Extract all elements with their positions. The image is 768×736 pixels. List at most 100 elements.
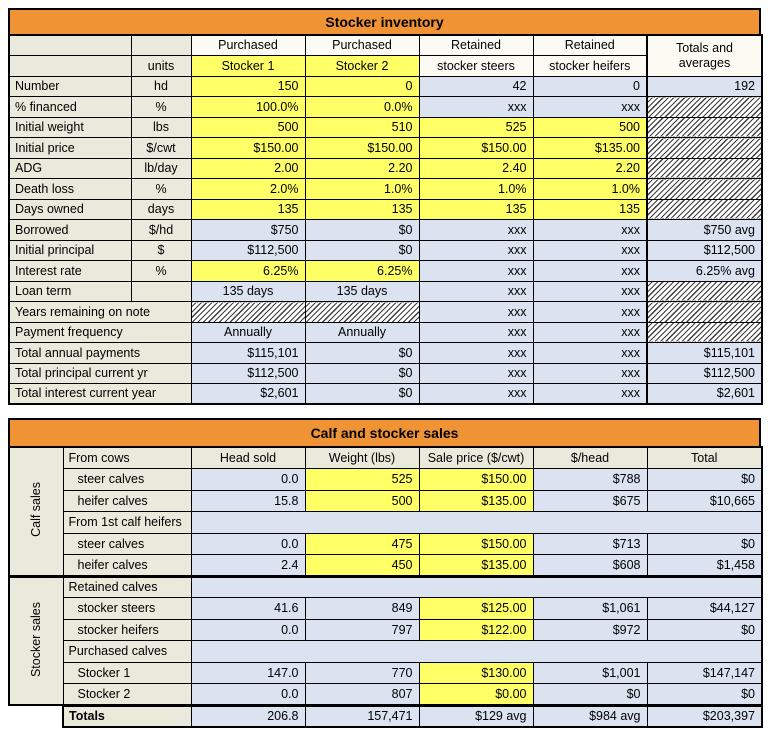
value-cell: xxx bbox=[532, 362, 648, 384]
value-cell: 15.8 bbox=[190, 489, 306, 512]
input-cell[interactable]: 135 bbox=[190, 198, 306, 220]
row-label: Purchased calves bbox=[62, 640, 192, 663]
corner-cell bbox=[8, 55, 132, 77]
input-cell[interactable]: 525 bbox=[304, 468, 420, 491]
col-group-header: Retained bbox=[418, 34, 534, 56]
value-cell: 192 bbox=[646, 75, 763, 97]
row-label: Initial price bbox=[8, 137, 132, 159]
input-cell[interactable]: 0.0% bbox=[304, 96, 420, 118]
table-row: Borrowed $/hd $750 $0 xxx xxx $750 avg bbox=[8, 219, 763, 241]
table-row: Calf sales From cows Head sold Weight (lbs)… bbox=[8, 446, 763, 577]
value-cell: 206.8 bbox=[190, 703, 306, 728]
unit-cell: lbs bbox=[130, 116, 192, 138]
input-cell[interactable]: $150.00 bbox=[418, 532, 534, 555]
row-label: % financed bbox=[8, 96, 132, 118]
input-cell[interactable]: $150.00 bbox=[304, 137, 420, 159]
row-label: Initial principal bbox=[8, 239, 132, 261]
value-cell: xxx bbox=[418, 260, 534, 282]
table-row: Stocker sales Retained calves bbox=[8, 574, 763, 706]
value-cell: xxx bbox=[418, 383, 534, 405]
col-header: units bbox=[130, 55, 192, 77]
input-cell[interactable]: 2.20 bbox=[304, 157, 420, 179]
input-cell[interactable]: 510 bbox=[304, 116, 420, 138]
row-label: stocker heifers bbox=[62, 618, 192, 641]
input-cell[interactable]: 450 bbox=[304, 554, 420, 577]
input-cell[interactable]: $150.00 bbox=[418, 468, 534, 491]
input-cell[interactable]: 2.20 bbox=[532, 157, 648, 179]
input-cell[interactable]: 135 bbox=[532, 198, 648, 220]
value-cell: xxx bbox=[532, 260, 648, 282]
hatched-cell bbox=[190, 301, 306, 323]
value-cell: $788 bbox=[532, 468, 648, 491]
input-cell[interactable]: 135 bbox=[304, 198, 420, 220]
row-label: Retained calves bbox=[62, 574, 192, 598]
input-cell[interactable]: 135 bbox=[418, 198, 534, 220]
value-cell: $0 bbox=[304, 342, 420, 364]
value-cell: 2.4 bbox=[190, 554, 306, 577]
table-row: heifer calves 15.8 500 $135.00 $675 $10,665 bbox=[9, 489, 763, 512]
input-cell[interactable]: $125.00 bbox=[418, 597, 534, 620]
col-header: Head sold bbox=[190, 446, 306, 469]
hatched-cell bbox=[304, 301, 420, 323]
col-header[interactable]: Stocker 1 bbox=[190, 55, 306, 77]
table-row: Total principal current yr $112,500 $0 xxx x… bbox=[8, 362, 763, 384]
value-cell: 0.0 bbox=[190, 618, 306, 641]
value-cell: $0 bbox=[646, 468, 763, 491]
value-cell: $112,500 bbox=[646, 362, 763, 384]
value-cell: $129 avg bbox=[418, 703, 534, 728]
value-cell: $608 bbox=[532, 554, 648, 577]
value-cell: 42 bbox=[418, 75, 534, 97]
value-cell: $112,500 bbox=[190, 239, 306, 261]
input-cell[interactable]: $150.00 bbox=[190, 137, 306, 159]
value-cell: $0 bbox=[304, 362, 420, 384]
table-row: Payment frequency Annually Annually xxx xxx bbox=[8, 321, 763, 343]
input-cell[interactable]: 475 bbox=[304, 532, 420, 555]
input-cell[interactable]: 1.0% bbox=[304, 178, 420, 200]
sales-title: Calf and stocker sales bbox=[8, 418, 761, 446]
input-cell[interactable]: 500 bbox=[190, 116, 306, 138]
input-cell[interactable]: $135.00 bbox=[418, 554, 534, 577]
col-header[interactable]: Stocker 2 bbox=[304, 55, 420, 77]
input-cell[interactable]: $122.00 bbox=[418, 618, 534, 641]
table-row: Initial price $/cwt $150.00 $150.00 $150.00 $… bbox=[8, 137, 763, 159]
table-row: Days owned days 135 135 135 135 bbox=[8, 198, 763, 220]
input-cell[interactable]: $150.00 bbox=[418, 137, 534, 159]
input-cell[interactable]: 1.0% bbox=[418, 178, 534, 200]
value-cell: $2,601 bbox=[190, 383, 306, 405]
input-cell[interactable]: 2.40 bbox=[418, 157, 534, 179]
row-label: Total principal current yr bbox=[8, 362, 192, 384]
value-cell: xxx bbox=[418, 96, 534, 118]
input-cell[interactable]: $135.00 bbox=[532, 137, 648, 159]
table-row: heifer calves 2.4 450 $135.00 $608 $1,458 bbox=[9, 554, 763, 577]
unit-cell: hd bbox=[130, 75, 192, 97]
value-cell: xxx bbox=[532, 280, 648, 302]
input-cell[interactable]: 0 bbox=[304, 75, 420, 97]
value-cell: xxx bbox=[418, 301, 534, 323]
input-cell[interactable]: $130.00 bbox=[418, 661, 534, 684]
input-cell[interactable]: 2.0% bbox=[190, 178, 306, 200]
value-cell: 797 bbox=[304, 618, 420, 641]
unit-cell: % bbox=[130, 96, 192, 118]
input-cell[interactable]: 100.0% bbox=[190, 96, 306, 118]
input-cell[interactable]: 1.0% bbox=[532, 178, 648, 200]
col-group-header: Totals and averages bbox=[646, 34, 763, 77]
value-cell: $984 avg bbox=[532, 703, 648, 728]
input-cell[interactable]: 6.25% bbox=[304, 260, 420, 282]
input-cell[interactable]: $0.00 bbox=[418, 683, 534, 706]
input-cell[interactable]: $135.00 bbox=[418, 489, 534, 512]
input-cell[interactable]: 525 bbox=[418, 116, 534, 138]
unit-cell: lb/day bbox=[130, 157, 192, 179]
input-cell[interactable]: 6.25% bbox=[190, 260, 306, 282]
input-cell[interactable]: 500 bbox=[304, 489, 420, 512]
value-cell: $675 bbox=[532, 489, 648, 512]
input-cell[interactable]: 150 bbox=[190, 75, 306, 97]
table-row: Purchased Purchased Retained Retained Totals… bbox=[8, 34, 763, 77]
table-row: steer calves 0.0 525 $150.00 $788 $0 bbox=[9, 468, 763, 491]
input-cell[interactable]: 500 bbox=[532, 116, 648, 138]
input-cell[interactable]: 2.00 bbox=[190, 157, 306, 179]
table-row: steer calves 0.0 475 $150.00 $713 $0 bbox=[9, 532, 763, 555]
value-cell: xxx bbox=[418, 362, 534, 384]
section-label: Calf sales bbox=[8, 446, 64, 577]
unit-cell: $/cwt bbox=[130, 137, 192, 159]
value-cell: 135 days bbox=[190, 280, 306, 302]
